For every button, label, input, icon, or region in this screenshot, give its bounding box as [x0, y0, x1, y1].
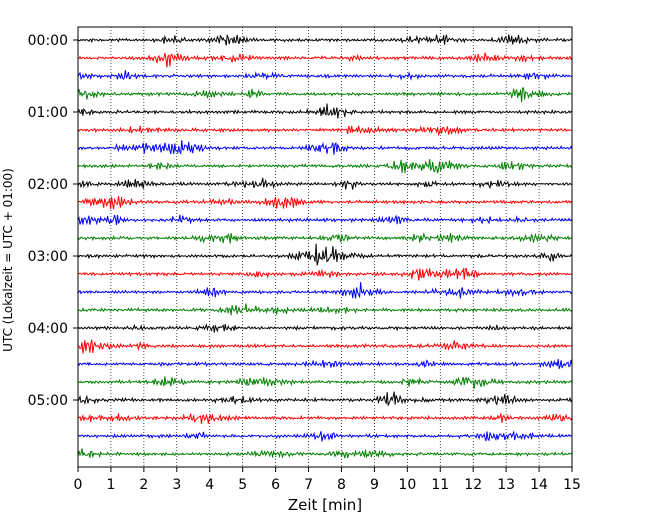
- x-tick-label: 4: [205, 477, 214, 493]
- y-tick-label: 00:00: [28, 33, 68, 49]
- trace-0015: [77, 52, 573, 68]
- trace-0315: [77, 267, 573, 281]
- x-tick-label: 2: [139, 477, 148, 493]
- plot-frame: [77, 26, 573, 468]
- x-tick-label: 14: [530, 477, 548, 493]
- trace-0145: [77, 159, 573, 174]
- y-tick-label: 04:00: [28, 321, 68, 337]
- y-tick-label: 01:00: [28, 105, 68, 121]
- trace-0500: [77, 391, 573, 406]
- trace-0100: [77, 103, 573, 119]
- seismogram-traces: [77, 33, 573, 459]
- trace-0030: [77, 70, 573, 82]
- x-tick-label: 12: [464, 477, 482, 493]
- trace-0445: [77, 376, 573, 389]
- x-tick-label: 3: [172, 477, 181, 493]
- trace-0130: [77, 140, 573, 155]
- trace-0545: [77, 448, 573, 459]
- trace-0045: [77, 87, 573, 103]
- gridlines: [110, 27, 540, 467]
- trace-0230: [77, 214, 573, 226]
- x-tick-label: 13: [497, 477, 515, 493]
- trace-0300: [77, 243, 573, 266]
- trace-0245: [77, 232, 573, 244]
- y-tick-label: 05:00: [28, 393, 68, 409]
- x-tick-label: 0: [74, 477, 83, 493]
- x-tick-label: 15: [563, 477, 581, 493]
- trace-0415: [77, 339, 573, 354]
- trace-0400: [77, 323, 573, 333]
- x-tick-label: 6: [271, 477, 280, 493]
- trace-0515: [78, 413, 573, 424]
- trace-0200: [77, 177, 573, 190]
- x-tick-label: 1: [106, 477, 115, 493]
- x-tick-label: 9: [370, 477, 379, 493]
- x-axis-ticks: 0 1 2 3 4 5 6 7 8 9 10 11 12 13 14 15: [74, 467, 581, 493]
- trace-0430: [77, 358, 573, 369]
- trace-0115: [77, 125, 573, 137]
- trace-0000: [77, 33, 573, 46]
- y-axis-ticks: 00:00 01:00 02:00 03:00 04:00 05:00: [28, 33, 78, 409]
- y-tick-label: 03:00: [28, 249, 68, 265]
- x-tick-label: 8: [337, 477, 346, 493]
- trace-0215: [77, 196, 573, 210]
- y-tick-label: 02:00: [28, 177, 68, 193]
- trace-0345: [77, 303, 573, 316]
- x-tick-label: 11: [431, 477, 449, 493]
- x-tick-label: 10: [398, 477, 416, 493]
- trace-0530: [77, 430, 573, 442]
- y-axis-title: UTC (Lokalzeit = UTC + 01:00): [1, 168, 15, 352]
- x-axis-title: Zeit [min]: [288, 496, 362, 514]
- trace-0330: [77, 282, 573, 299]
- x-tick-label: 7: [304, 477, 313, 493]
- x-tick-label: 5: [238, 477, 247, 493]
